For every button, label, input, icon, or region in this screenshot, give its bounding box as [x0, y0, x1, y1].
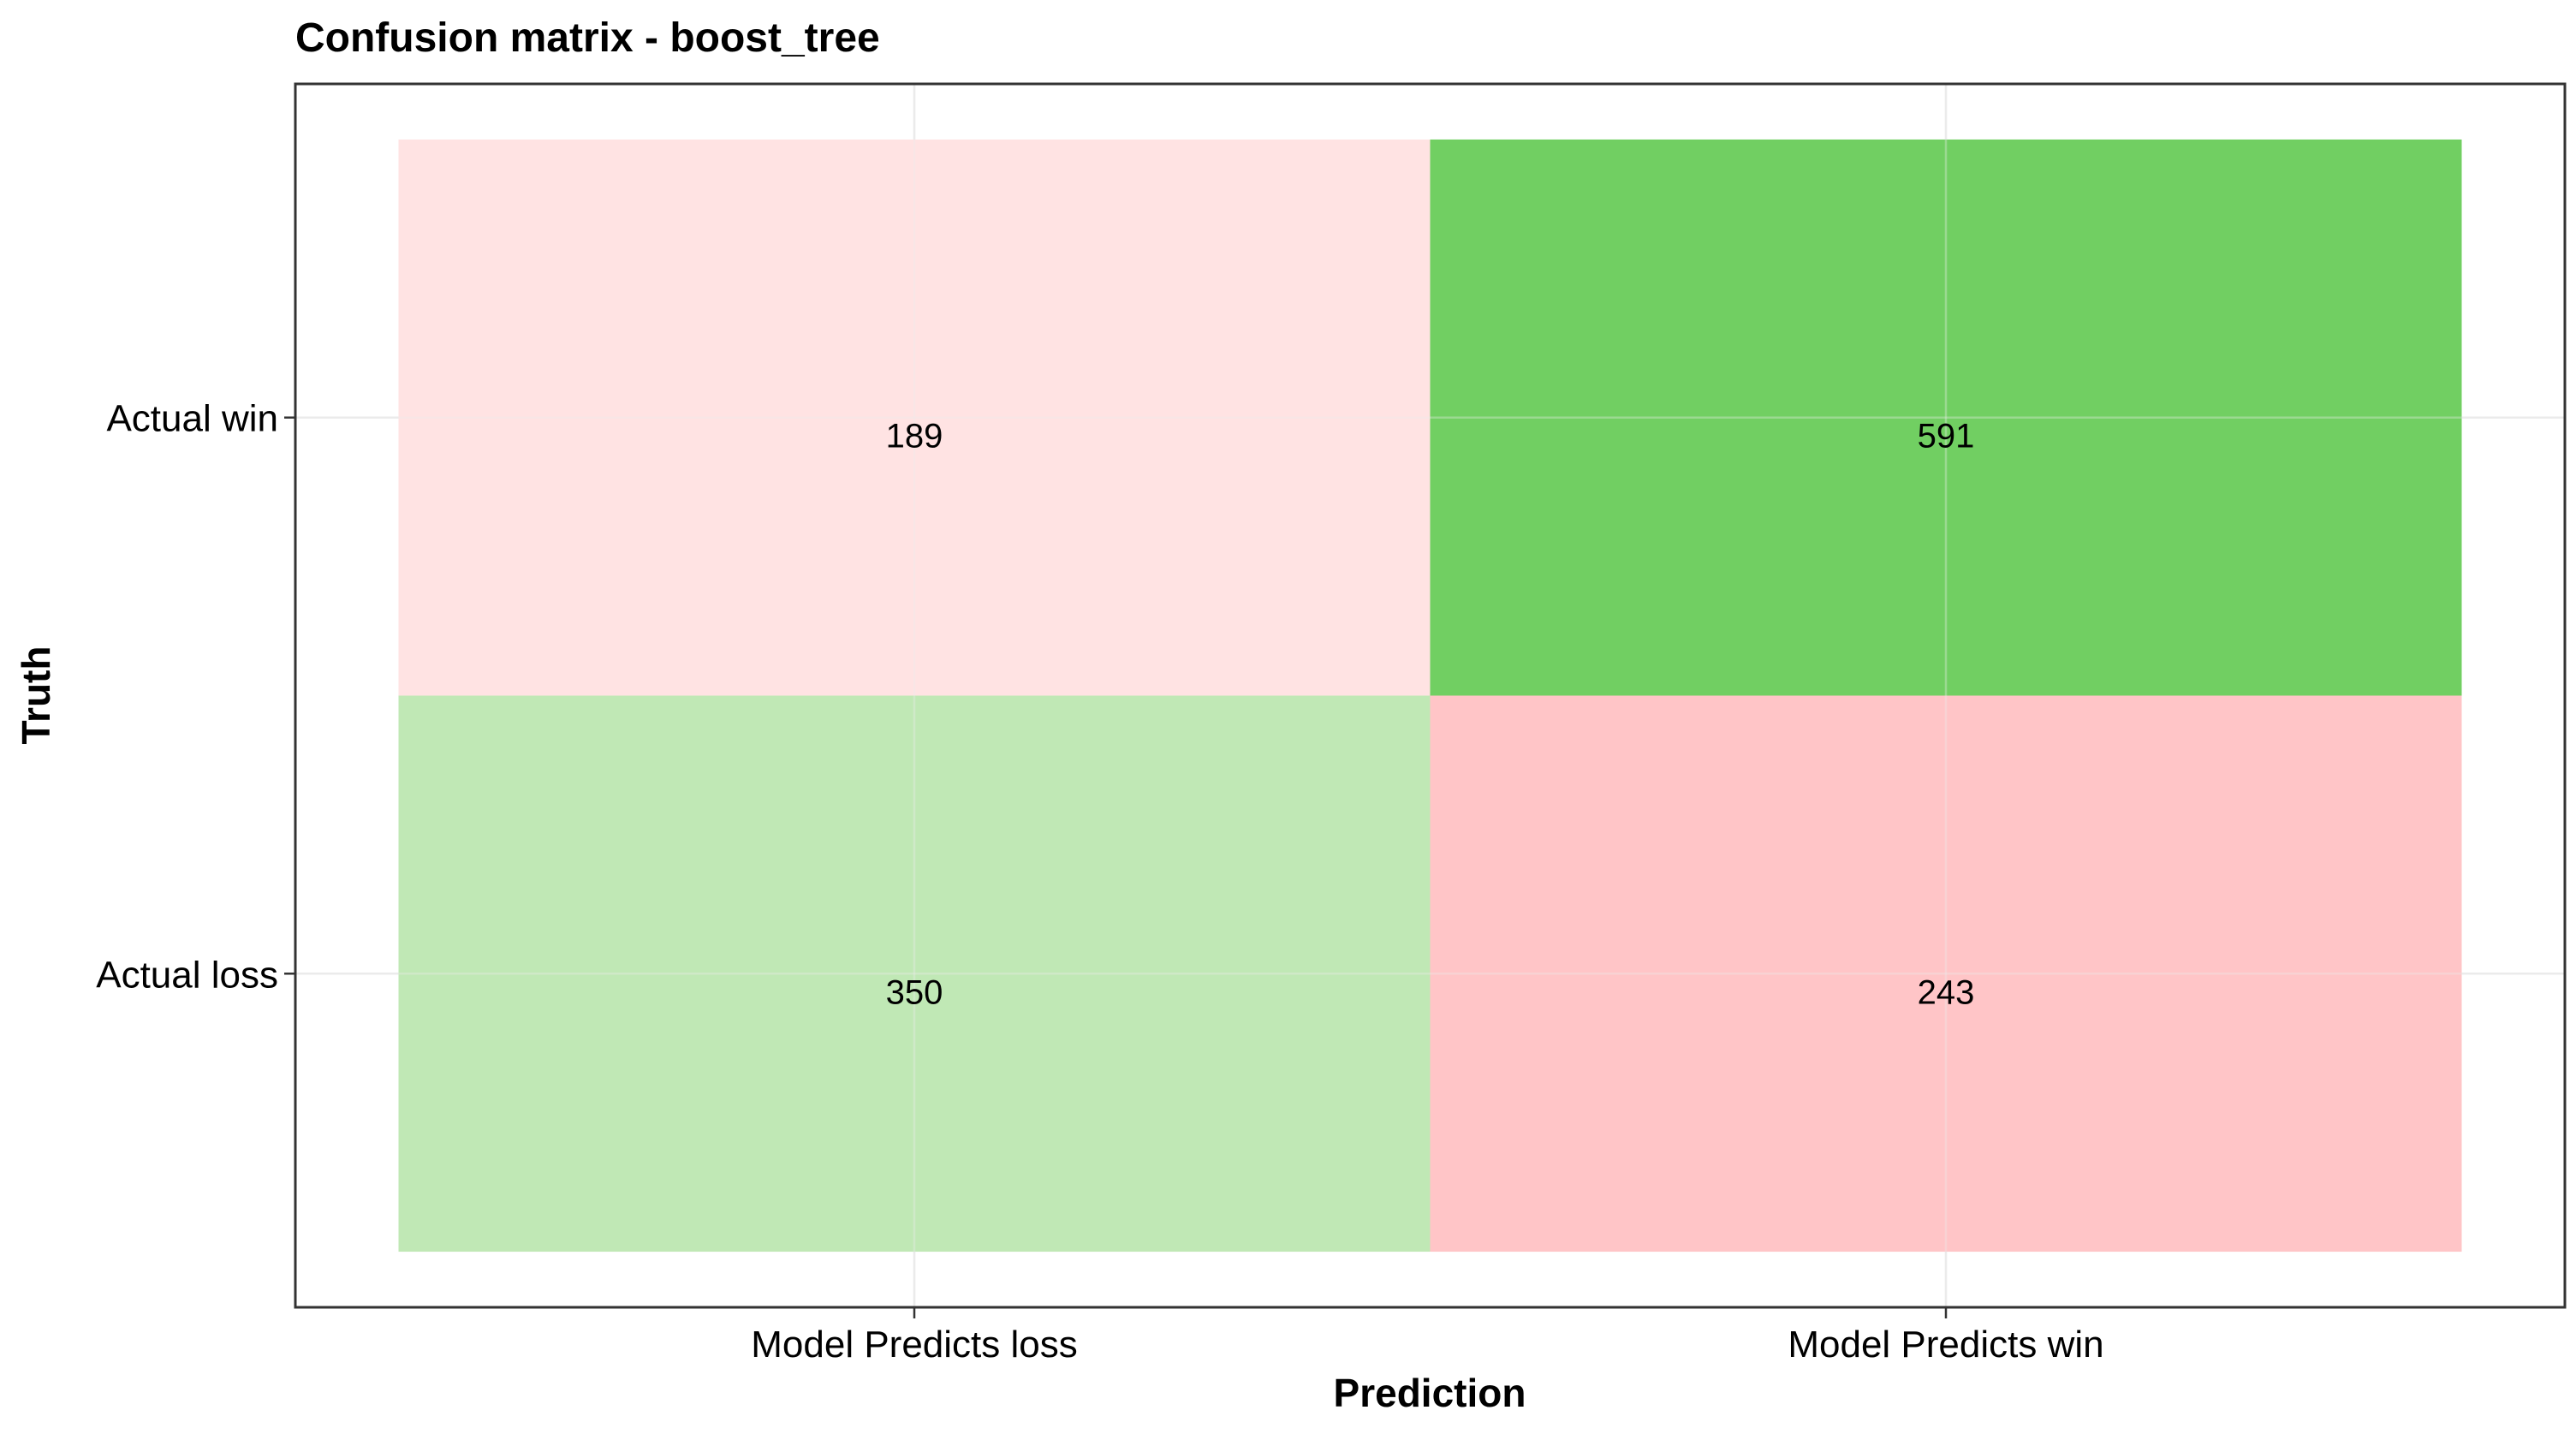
grid-overlay: [295, 84, 2565, 1307]
x-axis-title: Prediction: [1334, 1371, 1526, 1415]
chart-title: Confusion matrix - boost_tree: [295, 15, 880, 61]
y-tick-label: Actual win: [106, 398, 278, 440]
matrix-cells: [398, 139, 2462, 1253]
cell-value-label: 189: [886, 418, 943, 455]
matrix-cell: [398, 139, 1431, 696]
cell-value-labels: 189 591 350 243: [886, 418, 1975, 1012]
matrix-cell: [1430, 139, 2462, 696]
matrix-cell: [398, 695, 1431, 1253]
cell-value-label: 591: [1918, 418, 1975, 455]
axes: Model Predicts loss Model Predicts win Act…: [96, 398, 2103, 1366]
x-tick-label: Model Predicts loss: [751, 1324, 1077, 1366]
panel-border: [294, 82, 2567, 1309]
cell-value-label: 243: [1918, 973, 1975, 1011]
y-axis-title: Truth: [14, 646, 58, 745]
x-tick-label: Model Predicts win: [1788, 1324, 2103, 1366]
y-tick-label: Actual loss: [96, 954, 278, 996]
cell-value-label: 350: [886, 973, 943, 1011]
matrix-cell: [1430, 695, 2462, 1253]
